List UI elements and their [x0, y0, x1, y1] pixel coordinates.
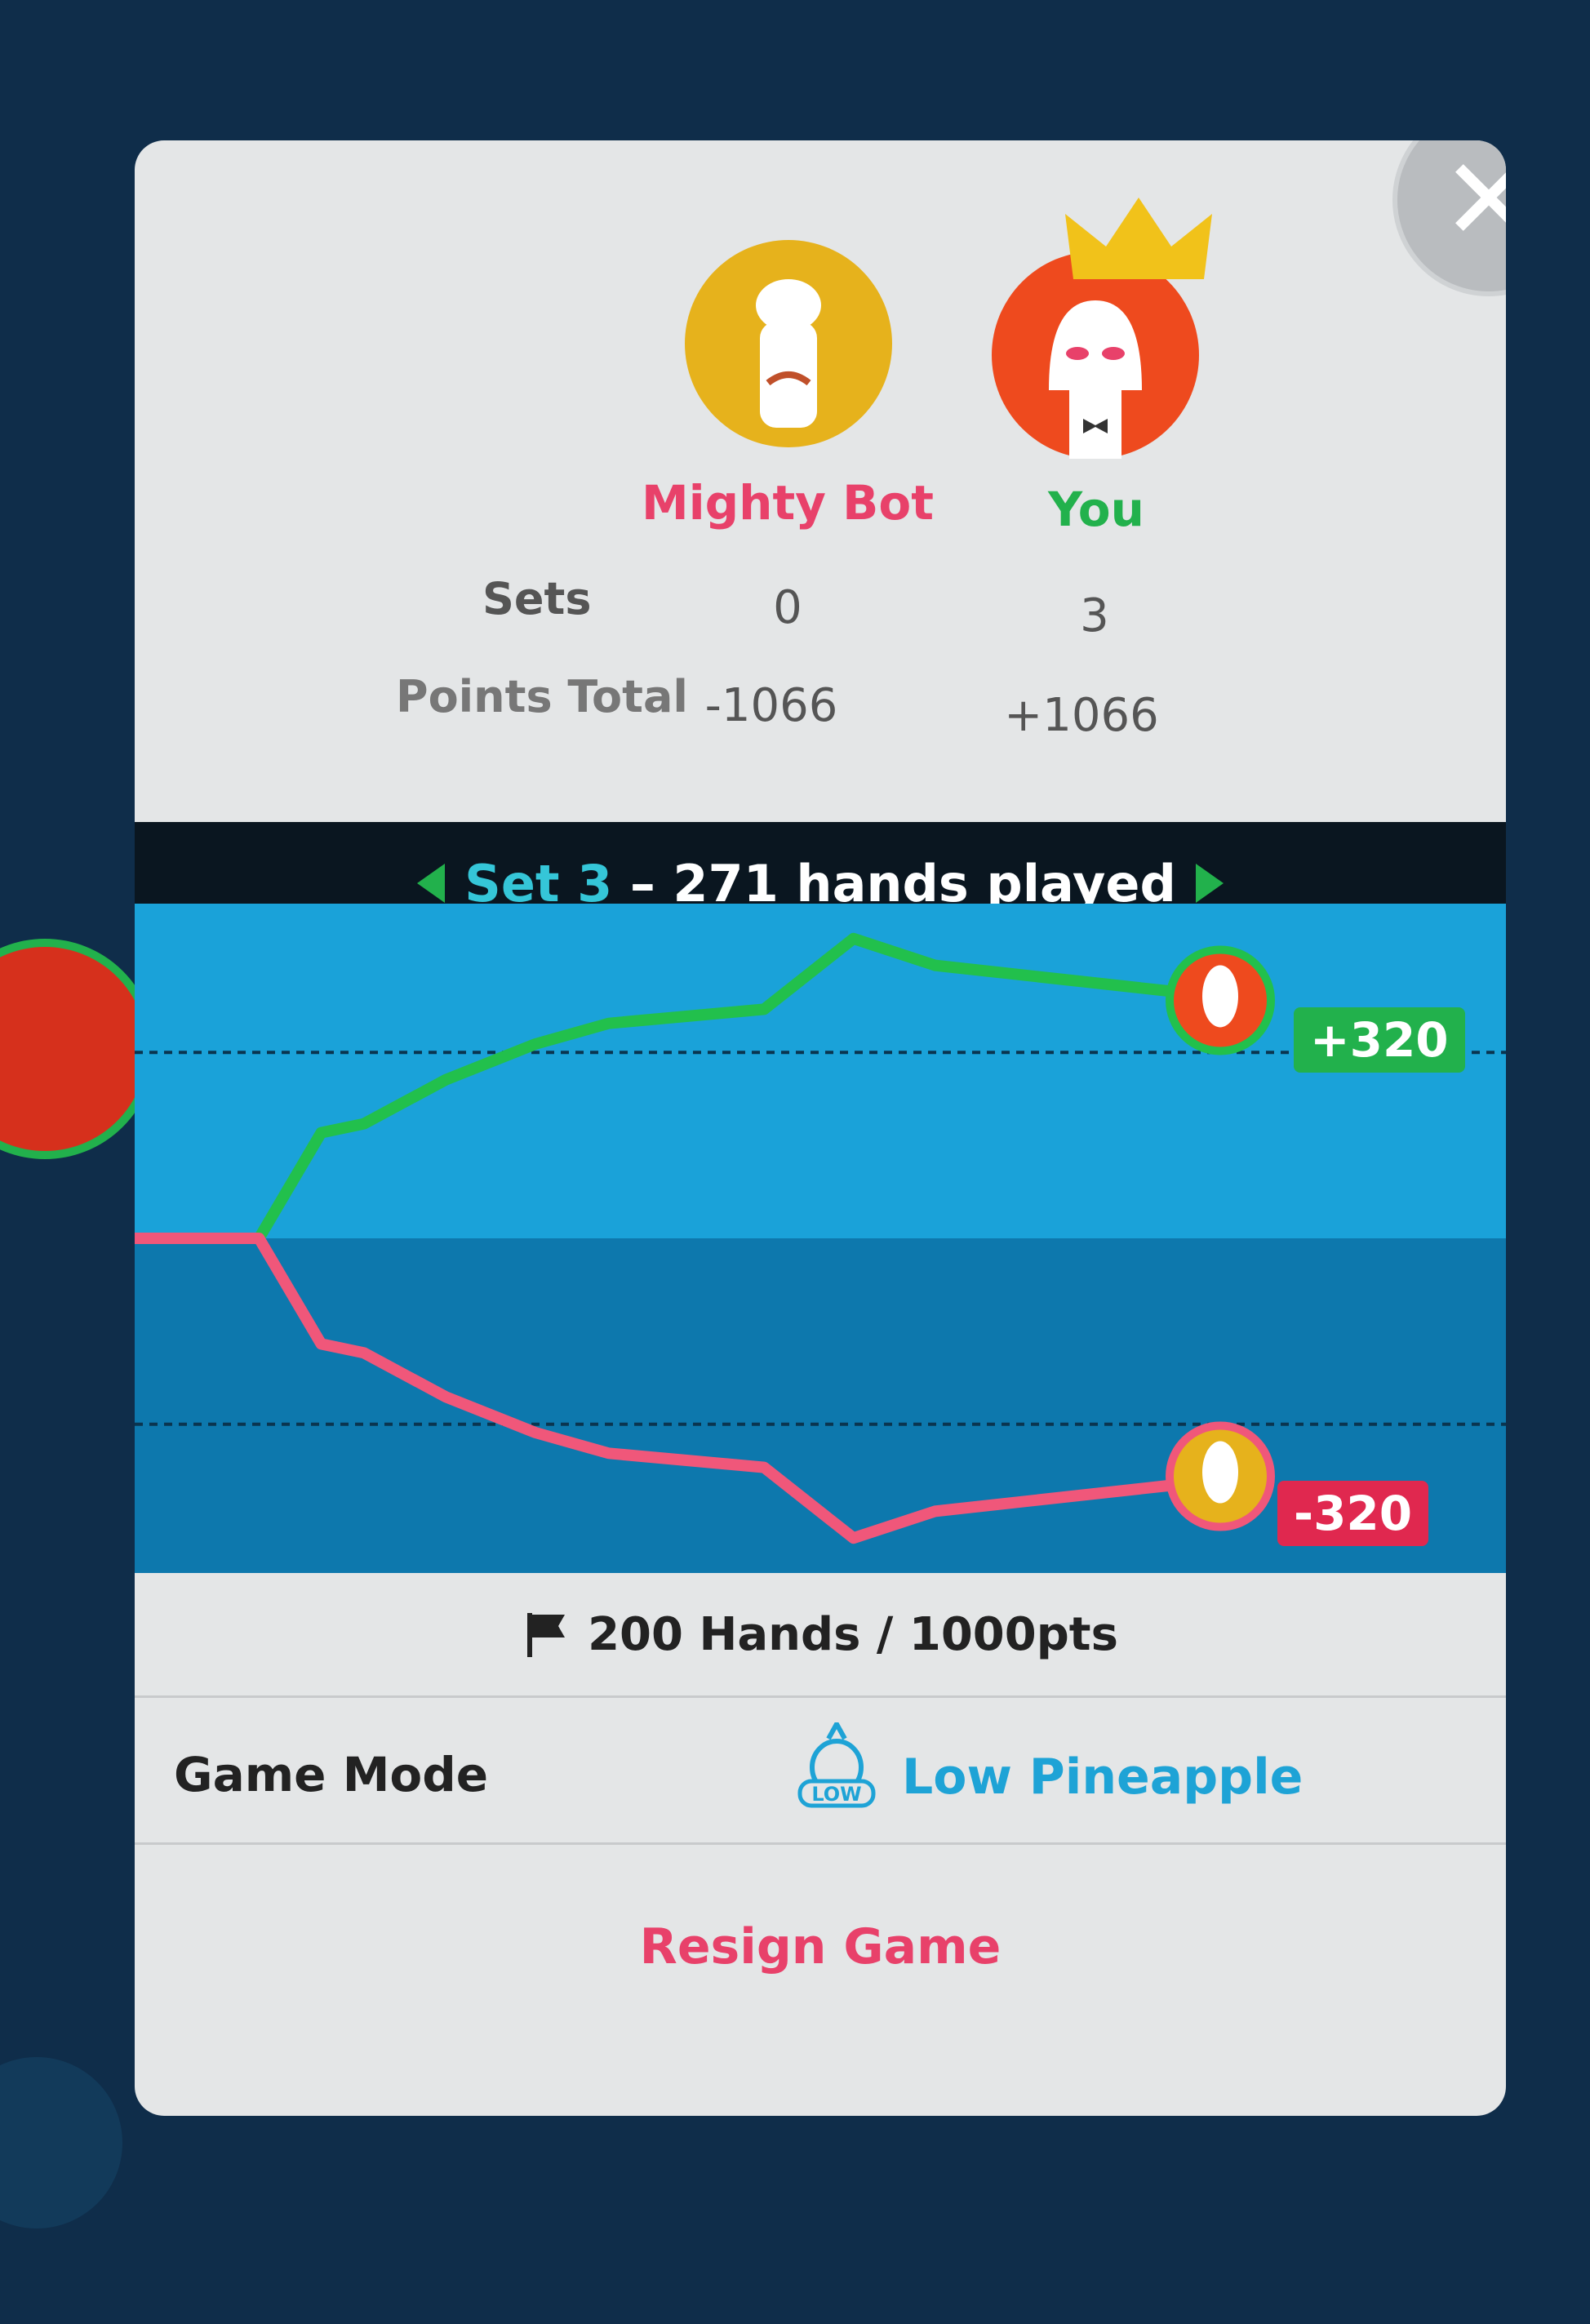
final-score-bot: -320 [1277, 1481, 1429, 1546]
set-label: Set 3 [464, 853, 613, 913]
low-pineapple-icon: LOW [796, 1718, 877, 1812]
final-score-you: +320 [1294, 1007, 1465, 1073]
game-mode-row: Game Mode LOW Low Pineapple [135, 1695, 1506, 1845]
game-mode-label: Game Mode [174, 1747, 489, 1802]
series-line-bot [135, 1233, 1191, 1544]
game-info-panel: ✕ Mighty Bot You Sets 0 3 Points Total -… [135, 140, 1506, 2116]
close-icon[interactable]: ✕ [1392, 140, 1506, 296]
points-bot: -1066 [704, 679, 838, 732]
points-you: +1066 [1004, 689, 1159, 742]
series-line-you [135, 932, 1191, 1244]
target-row: 200 Hands / 1000pts [135, 1573, 1506, 1695]
series-end-avatar-figure [1202, 1441, 1238, 1504]
series-end-avatar-figure [1202, 965, 1238, 1028]
crown-icon [1057, 189, 1220, 291]
player-name-you: You [1048, 482, 1144, 537]
game-mode-value[interactable]: Low Pineapple [902, 1749, 1304, 1806]
flag-icon [527, 1613, 566, 1657]
stats-button[interactable] [0, 2057, 122, 2228]
sets-label: Sets [482, 573, 592, 624]
target-text: 200 Hands / 1000pts [588, 1607, 1118, 1661]
score-chart [135, 904, 1506, 1573]
set-navigator: Set 3 – 271 hands played [135, 822, 1506, 944]
chef-avatar-icon [685, 240, 892, 447]
separator: – [612, 853, 673, 913]
vader-avatar-icon [992, 251, 1199, 459]
hands-played: 271 hands played [673, 853, 1176, 913]
triangle-right-icon[interactable] [1195, 864, 1224, 903]
points-total-label: Points Total [396, 671, 688, 722]
side-avatar [0, 939, 155, 1159]
resign-game-button[interactable]: Resign Game [639, 1918, 1002, 1975]
triangle-left-icon[interactable] [417, 864, 446, 903]
low-badge-text: LOW [811, 1783, 861, 1806]
sets-bot: 0 [773, 581, 802, 634]
player-name-bot: Mighty Bot [642, 475, 934, 531]
sets-you: 3 [1080, 589, 1109, 642]
resign-row: Resign Game [135, 1842, 1506, 2116]
